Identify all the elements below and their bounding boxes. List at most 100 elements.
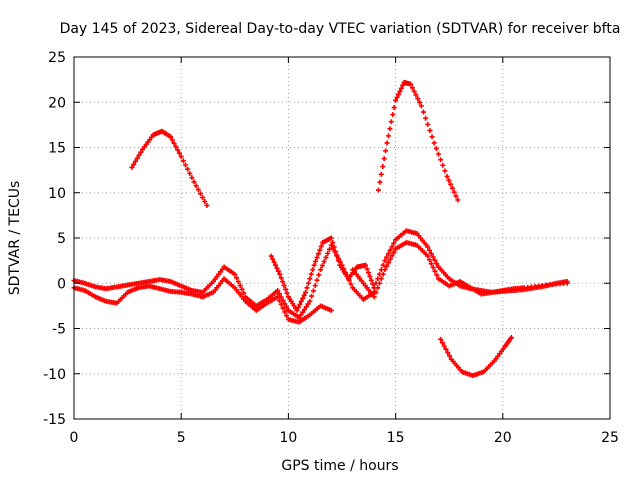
x-tick-label: 25: [601, 430, 619, 446]
data-point: [385, 260, 391, 266]
data-point: [432, 268, 438, 274]
data-point: [430, 264, 436, 270]
series-arc-7: [350, 240, 570, 300]
data-point: [371, 294, 377, 300]
data-point: [136, 152, 142, 158]
data-point: [413, 92, 419, 98]
data-point: [328, 307, 334, 313]
data-point: [431, 140, 437, 146]
data-point: [435, 151, 441, 157]
data-point: [234, 275, 240, 281]
data-point: [425, 121, 431, 127]
data-point: [200, 195, 206, 201]
data-point: [321, 259, 327, 265]
series-arc-2: [375, 79, 461, 203]
y-tick-label: 25: [48, 50, 66, 66]
grid-lines: [74, 57, 610, 419]
data-point: [428, 261, 434, 267]
data-point: [300, 309, 306, 315]
data-point: [330, 240, 336, 246]
data-point: [391, 249, 397, 255]
data-point: [397, 88, 403, 94]
data-point: [294, 307, 300, 313]
data-point: [307, 276, 313, 282]
data-point: [232, 271, 238, 277]
data-point: [409, 85, 415, 91]
y-tick-label: 5: [57, 231, 66, 247]
data-point: [280, 279, 286, 285]
data-point: [380, 164, 386, 170]
data-point: [323, 254, 329, 260]
data-point: [191, 179, 197, 185]
series-arc-5: [71, 276, 334, 325]
data-point: [176, 150, 182, 156]
data-point: [175, 147, 181, 153]
data-point: [310, 267, 316, 273]
data-point: [418, 103, 424, 109]
data-point: [275, 268, 281, 274]
data-point: [383, 148, 389, 154]
data-point: [197, 191, 203, 197]
data-point: [373, 289, 379, 295]
data-point: [239, 286, 245, 292]
data-point: [277, 271, 283, 277]
data-point: [295, 304, 301, 310]
series-arc-1: [129, 128, 210, 208]
y-axis-label: SDTVAR / TECUs: [7, 181, 23, 296]
data-point: [305, 301, 311, 307]
data-point: [367, 273, 373, 279]
data-point: [300, 295, 306, 301]
data-point: [365, 270, 371, 276]
data-point: [301, 292, 307, 298]
x-tick-label: 20: [494, 430, 512, 446]
data-point: [381, 156, 387, 162]
data-point: [384, 140, 390, 146]
data-point: [433, 146, 439, 152]
data-point: [235, 279, 241, 285]
data-point: [446, 177, 452, 183]
data-point: [334, 253, 340, 259]
data-point: [237, 283, 243, 289]
data-point: [455, 197, 461, 203]
data-point: [438, 157, 444, 163]
data-point: [303, 289, 309, 295]
series-arc-8: [268, 235, 377, 313]
data-point: [384, 263, 390, 269]
data-point: [429, 134, 435, 140]
data-point: [380, 262, 386, 268]
data-point: [427, 257, 433, 263]
data-point: [275, 294, 281, 300]
series-arc-3: [438, 335, 514, 379]
data-point: [169, 137, 175, 143]
data-point: [408, 81, 414, 87]
chart-title: Day 145 of 2023, Sidereal Day-to-day VTE…: [60, 21, 621, 37]
data-point: [449, 185, 455, 191]
data-point: [385, 251, 391, 257]
data-point: [443, 346, 449, 352]
data-point: [313, 258, 319, 264]
data-point: [296, 315, 302, 321]
data-point: [447, 353, 453, 359]
data-point: [442, 168, 448, 174]
data-point: [425, 253, 431, 259]
data-point: [131, 161, 137, 167]
data-point: [439, 340, 445, 346]
data-point: [298, 298, 304, 304]
data-point: [282, 309, 288, 315]
data-point: [432, 257, 438, 263]
data-point: [389, 253, 395, 259]
data-point: [309, 293, 315, 299]
data-point: [434, 261, 440, 267]
data-point: [314, 255, 320, 261]
data-point: [273, 262, 279, 268]
data-point: [178, 154, 184, 160]
data-point: [371, 285, 377, 291]
data-point: [328, 235, 334, 241]
data-point: [185, 166, 191, 172]
data-point: [398, 85, 404, 91]
data-point: [315, 251, 321, 257]
data-point: [304, 285, 310, 291]
data-point: [400, 82, 406, 88]
data-point: [427, 247, 433, 253]
